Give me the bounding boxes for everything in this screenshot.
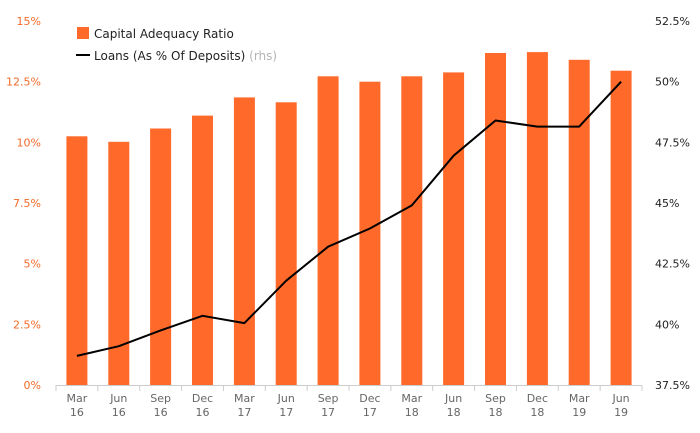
loans-line <box>76 81 622 357</box>
left-tick-label: 7.5% <box>13 197 41 210</box>
x-tick-label: Mar 17 <box>234 392 255 419</box>
right-tick-label: 47.5% <box>655 136 690 149</box>
x-tick-label: Dec 16 <box>192 392 213 419</box>
left-tick-label: 0% <box>24 379 41 392</box>
right-tick-label: 50% <box>655 76 679 89</box>
x-tick-label: Jun 17 <box>277 392 295 419</box>
x-tick-label: Jun 18 <box>444 392 462 419</box>
bar-capital-adequacy-mar-18 <box>401 76 423 386</box>
bars-group <box>66 52 632 386</box>
bar-capital-adequacy-dec-18 <box>526 52 548 385</box>
x-tick-label: Mar 18 <box>401 392 422 419</box>
line-layer <box>76 81 622 357</box>
bar-capital-adequacy-mar-17 <box>233 97 255 386</box>
x-tick-label: Dec 18 <box>527 392 548 419</box>
right-tick-label: 45% <box>655 197 679 210</box>
left-tick-label: 12.5% <box>6 76 41 89</box>
legend-bar-swatch <box>77 27 89 39</box>
x-tick-label: Mar 16 <box>67 392 88 419</box>
legend: Capital Adequacy Ratio Loans (As % Of De… <box>76 27 277 63</box>
right-tick-label: 42.5% <box>655 258 690 271</box>
x-tick-label: Dec 17 <box>359 392 380 419</box>
bar-capital-adequacy-mar-16 <box>66 136 88 385</box>
bar-capital-adequacy-jun-19 <box>610 70 632 385</box>
bar-capital-adequacy-jun-16 <box>108 141 130 385</box>
left-axis-ticks: 0% 2.5% 5% 7.5% 10% 12.5% 15% <box>6 15 41 392</box>
bar-capital-adequacy-dec-17 <box>359 81 381 385</box>
bar-capital-adequacy-sep-17 <box>317 76 339 386</box>
bar-capital-adequacy-mar-19 <box>568 59 590 386</box>
bar-capital-adequacy-jun-17 <box>275 102 297 386</box>
left-tick-label: 15% <box>17 15 41 28</box>
left-tick-label: 10% <box>17 136 41 149</box>
right-tick-label: 37.5% <box>655 379 690 392</box>
bar-capital-adequacy-sep-16 <box>150 128 172 385</box>
right-tick-label: 52.5% <box>655 15 690 28</box>
bar-capital-adequacy-jun-18 <box>443 72 465 386</box>
x-tick-label: Jun 16 <box>109 392 127 419</box>
x-ticks-group: Mar 16 Jun 16 Sep 16 Dec 16 Mar 17 Jun 17 Sep 17 Dec 17… <box>55 385 643 419</box>
bar-capital-adequacy-sep-18 <box>485 53 506 385</box>
x-tick-label: Jun 19 <box>611 392 629 419</box>
x-tick-label: Sep 17 <box>318 392 339 419</box>
bar-capital-adequacy-dec-16 <box>192 115 213 385</box>
left-tick-label: 2.5% <box>13 318 41 331</box>
legend-bar-label: Capital Adequacy Ratio <box>94 27 234 41</box>
right-tick-label: 40% <box>655 318 679 331</box>
x-tick-label: Sep 18 <box>485 392 506 419</box>
x-tick-label: Sep 16 <box>150 392 171 419</box>
x-tick-label: Mar 19 <box>569 392 590 419</box>
left-tick-label: 5% <box>24 258 41 271</box>
legend-line-label: Loans (As % Of Deposits) (rhs) <box>94 49 277 63</box>
right-axis-ticks: 37.5% 40% 42.5% 45% 47.5% 50% 52.5% <box>655 15 690 392</box>
